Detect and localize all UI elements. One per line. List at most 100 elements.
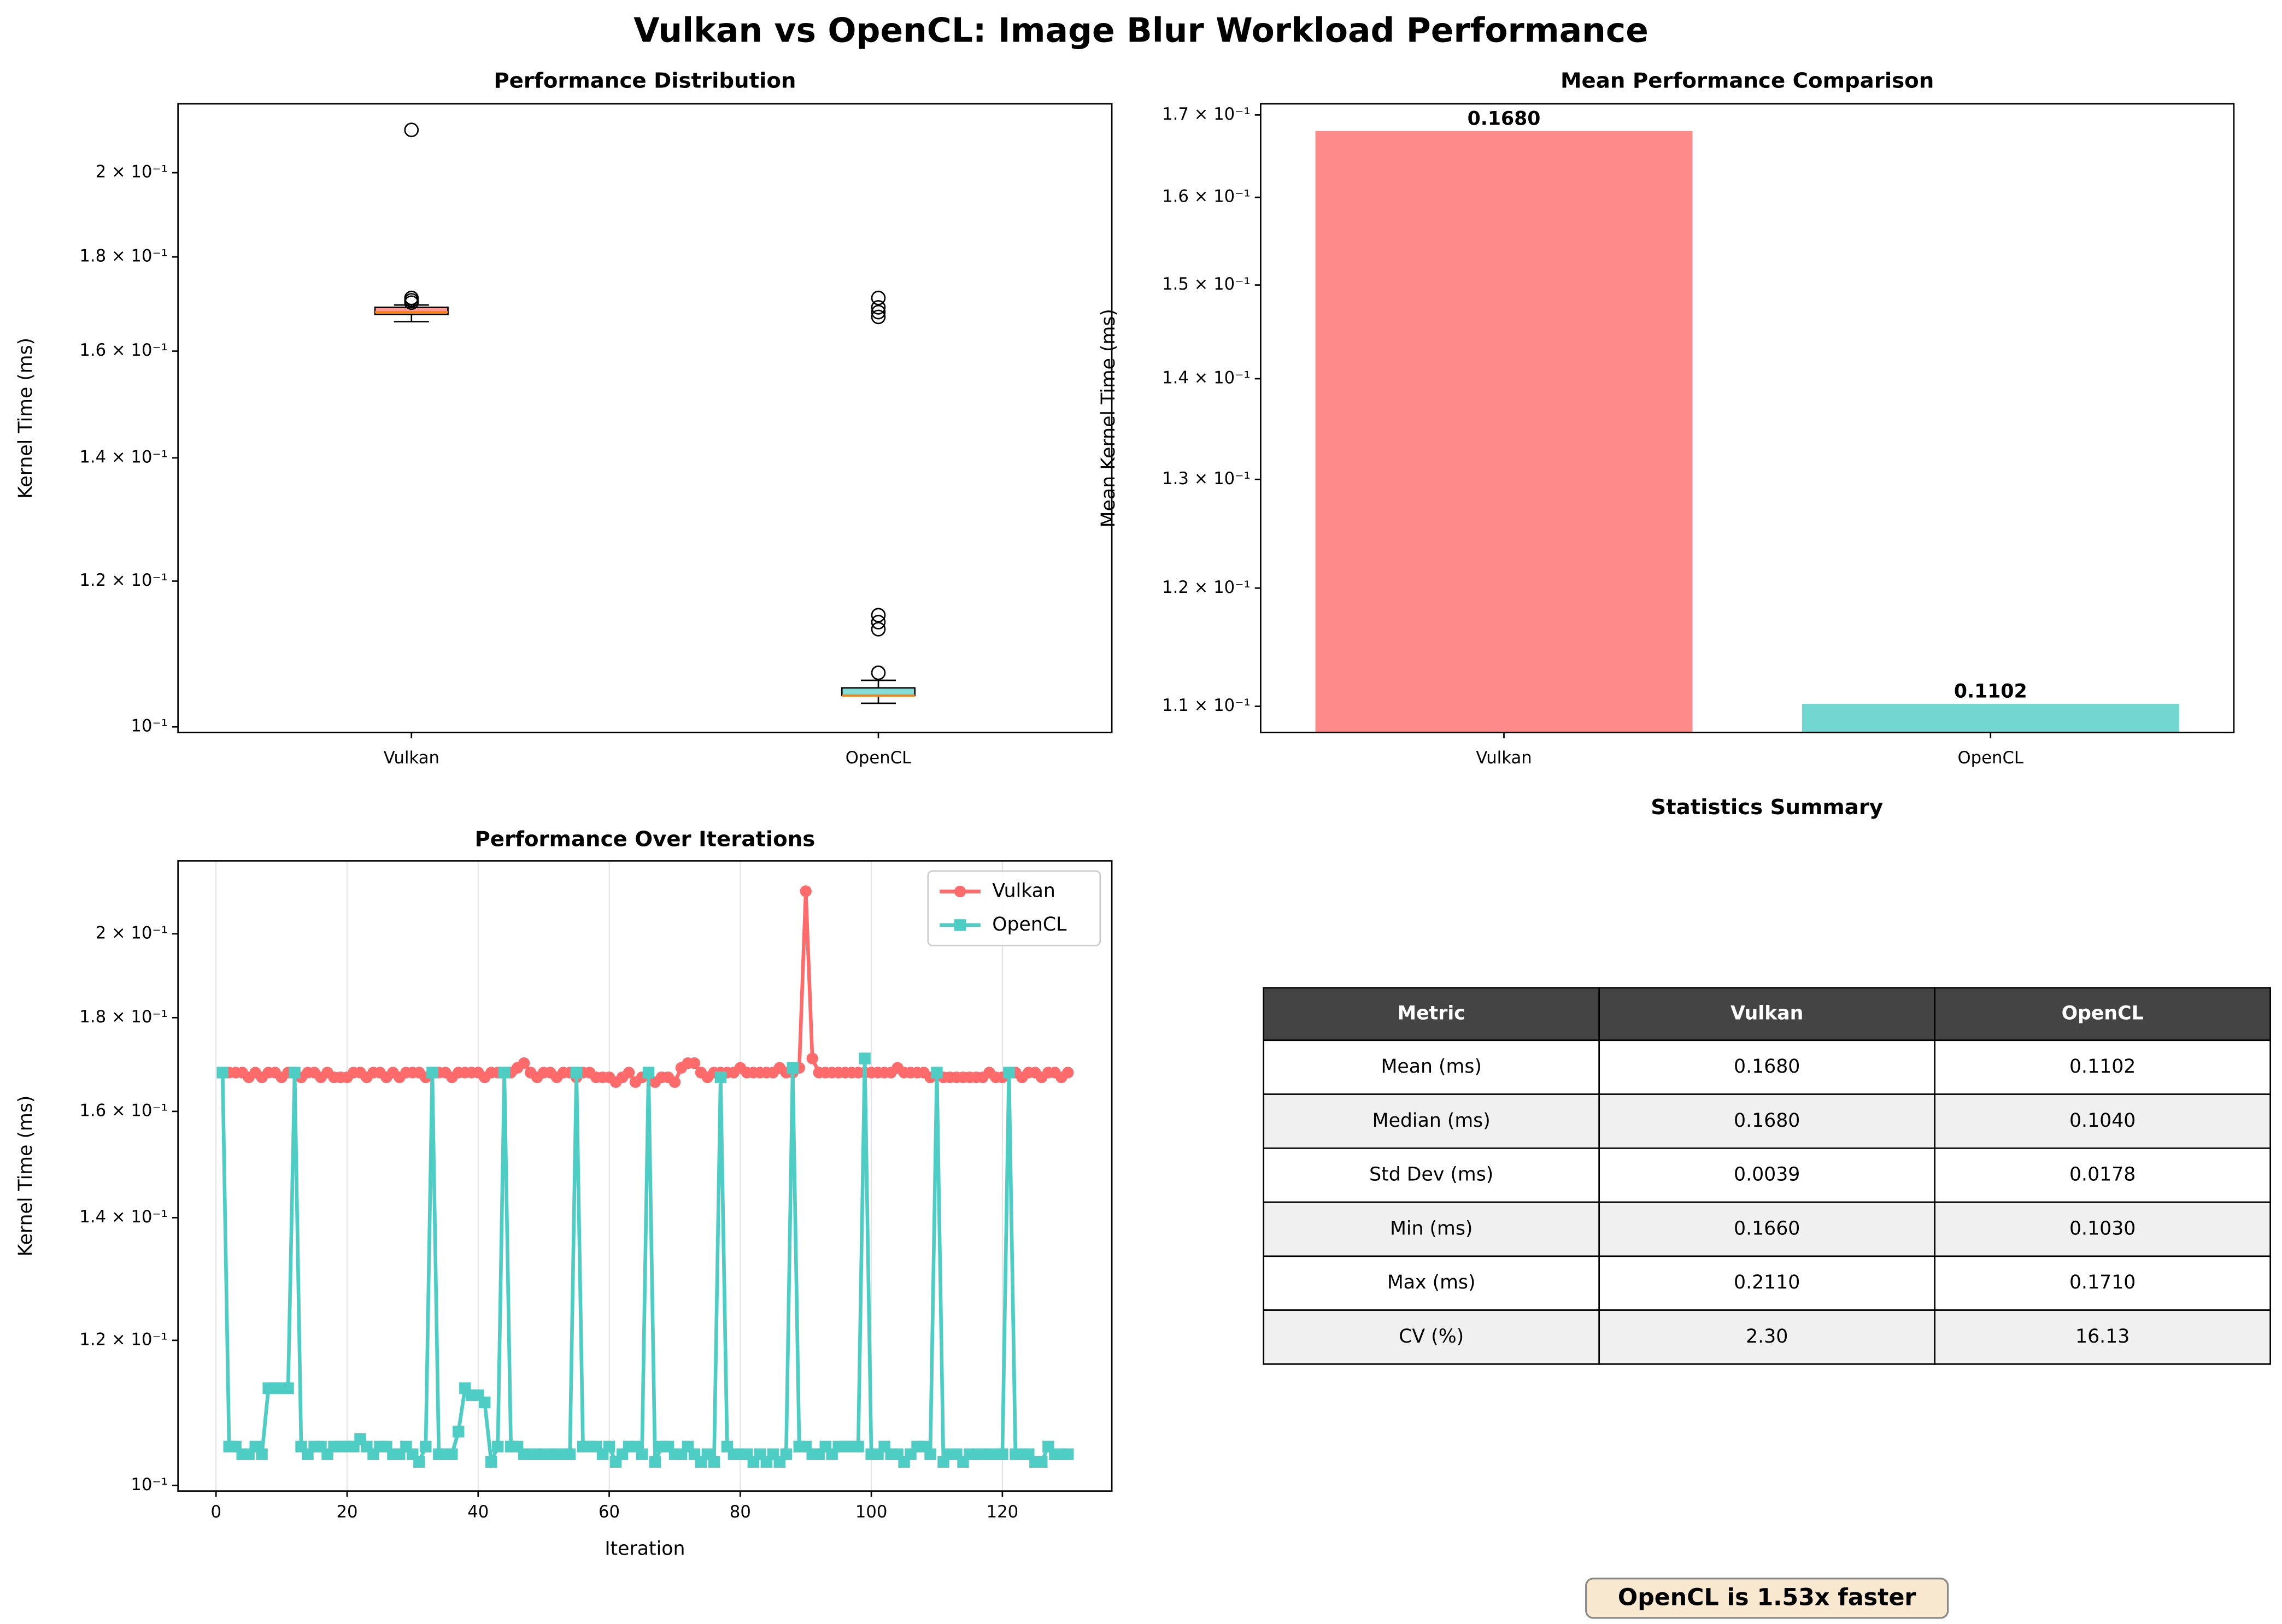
y-tick-label: 1.2 × 10⁻¹ [79, 1330, 168, 1349]
y-tick-label: 1.4 × 10⁻¹ [1162, 369, 1251, 388]
marker [800, 885, 812, 897]
chart-title: Performance Over Iterations [474, 827, 815, 852]
marker [1062, 1067, 1074, 1079]
table-text: Median (ms) [1372, 1110, 1491, 1132]
table-cell [1598, 1255, 1936, 1311]
y-axis-label: Mean Kernel Time (ms) [1098, 309, 1119, 527]
marker [518, 1057, 530, 1069]
flier [404, 122, 419, 138]
marker [492, 1440, 504, 1453]
x-tick-label: OpenCL [846, 749, 912, 768]
x-tick-label: Vulkan [1476, 749, 1532, 768]
y-tick-label: 1.6 × 10⁻¹ [1162, 187, 1251, 207]
flier [871, 304, 886, 320]
marker [1062, 1448, 1074, 1460]
box [374, 307, 449, 315]
marker [623, 1067, 635, 1079]
marker [603, 1440, 615, 1453]
y-tick-label: 1.1 × 10⁻¹ [1162, 696, 1251, 715]
table-cell [1598, 1309, 1936, 1365]
table-text: 0.1680 [1734, 1110, 1800, 1132]
bar [1315, 131, 1693, 733]
marker [852, 1440, 864, 1453]
table-cell [1263, 1255, 1600, 1311]
marker [564, 1448, 576, 1460]
table-text: 0.1710 [2069, 1272, 2136, 1293]
table-text: 0.1030 [2069, 1217, 2136, 1239]
flier [871, 290, 886, 305]
y-tick-label: 10⁻¹ [131, 717, 168, 736]
y-tick-label: 1.2 × 10⁻¹ [1162, 578, 1251, 597]
table-text: 0.1680 [1734, 1056, 1800, 1078]
table-text: 16.13 [2075, 1326, 2130, 1348]
table-header: Vulkan [1730, 1003, 1803, 1025]
table-text: 2.30 [1746, 1326, 1788, 1348]
marker [931, 1067, 943, 1079]
marker [996, 1448, 1008, 1460]
table-text: 0.0039 [1734, 1164, 1800, 1186]
table-cell [1263, 1147, 1600, 1203]
table-header: Metric [1398, 1003, 1465, 1025]
y-tick-label: 1.6 × 10⁻¹ [79, 341, 168, 360]
marker [413, 1456, 425, 1468]
marker [859, 1052, 871, 1064]
y-tick-label: 1.4 × 10⁻¹ [79, 448, 168, 467]
table-cell [1598, 1039, 1936, 1095]
table-text: 0.0178 [2069, 1164, 2136, 1186]
table-text: Mean (ms) [1381, 1056, 1481, 1078]
box [841, 687, 916, 697]
y-tick-label: 1.2 × 10⁻¹ [79, 571, 168, 590]
y-tick-label: 1.3 × 10⁻¹ [1162, 469, 1251, 489]
chart-title: Performance Distribution [494, 68, 796, 93]
marker [289, 1067, 301, 1079]
x-tick-label: 100 [855, 1503, 888, 1522]
chart-title: Mean Performance Comparison [1561, 68, 1934, 93]
marker [649, 1456, 661, 1468]
table-text: 0.2110 [1734, 1272, 1800, 1293]
marker [1036, 1456, 1048, 1468]
marker [636, 1448, 648, 1460]
flier [404, 295, 419, 310]
y-axis-label: Kernel Time (ms) [15, 1096, 37, 1257]
x-tick-label: Vulkan [384, 749, 439, 768]
flier [871, 622, 886, 637]
table-cell [1934, 1309, 2271, 1365]
x-tick-label: 0 [210, 1503, 221, 1522]
table-cell [1934, 1201, 2271, 1257]
flier [871, 608, 886, 623]
y-tick-label: 1.6 × 10⁻¹ [79, 1101, 168, 1120]
legend-label: Vulkan [992, 880, 1055, 902]
marker [806, 1052, 818, 1064]
marker [282, 1382, 294, 1394]
y-tick-label: 10⁻¹ [131, 1475, 168, 1494]
marker [216, 1067, 228, 1079]
table-header-cell [1263, 987, 1600, 1042]
table-text: Max (ms) [1387, 1272, 1476, 1293]
marker [420, 1440, 432, 1453]
bar [1802, 704, 2179, 733]
x-tick-label: 120 [987, 1503, 1019, 1522]
table-title: Statistics Summary [1651, 795, 1883, 820]
marker [498, 1067, 511, 1079]
table-text: 0.1660 [1734, 1217, 1800, 1239]
x-tick-label: OpenCL [1958, 749, 2024, 768]
marker [668, 1076, 681, 1088]
legend-marker [954, 919, 966, 931]
y-tick-label: 1.4 × 10⁻¹ [79, 1208, 168, 1227]
marker [1003, 1067, 1015, 1079]
axes-frame [177, 103, 1113, 733]
marker [446, 1448, 458, 1460]
marker [453, 1426, 465, 1438]
y-axis-label: Kernel Time (ms) [15, 338, 37, 499]
marker [780, 1448, 792, 1460]
y-tick-label: 1.8 × 10⁻¹ [79, 1008, 168, 1027]
table-cell [1598, 1093, 1936, 1149]
table-header: OpenCL [2062, 1003, 2144, 1025]
y-tick-label: 2 × 10⁻¹ [96, 923, 168, 943]
marker [924, 1448, 936, 1460]
table-cell [1263, 1039, 1600, 1095]
axes-frame [1260, 103, 2235, 733]
flier [871, 665, 886, 680]
legend-marker [954, 885, 966, 898]
